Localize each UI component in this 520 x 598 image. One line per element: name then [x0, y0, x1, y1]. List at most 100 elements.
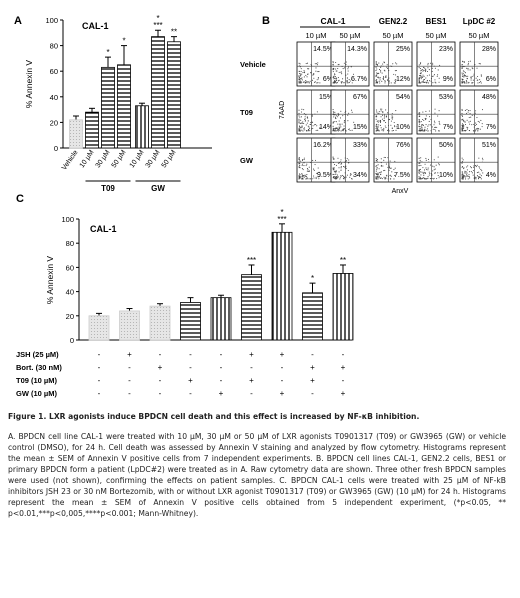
- event-dot: [393, 73, 395, 75]
- event-dot: [480, 175, 482, 177]
- event-dot: [342, 78, 344, 80]
- treatment-mark: -: [189, 363, 192, 372]
- category-label: 50 µM: [111, 149, 128, 169]
- event-dot: [462, 118, 464, 120]
- treatment-mark: +: [127, 350, 132, 359]
- event-dot: [335, 68, 337, 70]
- event-dot: [391, 65, 393, 68]
- event-dot: [298, 166, 300, 168]
- event-dot: [340, 82, 343, 84]
- event-dot: [470, 116, 472, 118]
- event-dot: [480, 119, 482, 121]
- event-dot: [462, 66, 464, 68]
- event-dot: [462, 127, 464, 129]
- event-dot: [418, 123, 421, 125]
- event-dot: [379, 79, 381, 81]
- event-dot: [332, 82, 334, 84]
- event-dot: [467, 75, 469, 77]
- event-dot: [300, 70, 302, 73]
- treatment-mark: -: [220, 363, 223, 372]
- event-dot: [301, 164, 303, 166]
- flow-plot: [296, 89, 336, 135]
- event-dot: [298, 62, 300, 64]
- event-dot: [480, 168, 482, 170]
- event-dot: [332, 173, 334, 175]
- event-dot: [479, 63, 481, 65]
- event-dot: [479, 128, 481, 130]
- event-dot: [421, 126, 423, 128]
- event-dot: [469, 120, 471, 122]
- lower-right-percent: 9%: [443, 76, 453, 83]
- event-dot: [474, 112, 476, 114]
- event-dot: [308, 82, 310, 84]
- event-dot: [317, 167, 319, 169]
- event-dot: [380, 110, 382, 112]
- event-dot: [434, 122, 436, 124]
- event-dot: [301, 176, 303, 178]
- event-dot: [378, 111, 380, 113]
- event-dot: [299, 129, 301, 131]
- event-dot: [345, 176, 347, 178]
- event-dot: [339, 162, 341, 164]
- event-dot: [393, 121, 395, 124]
- event-dot: [377, 112, 379, 114]
- event-dot: [298, 75, 300, 77]
- event-dot: [422, 124, 424, 127]
- event-dot: [305, 165, 307, 167]
- event-dot: [304, 129, 306, 131]
- event-dot: [333, 76, 335, 78]
- event-dot: [303, 109, 305, 111]
- event-dot: [420, 62, 422, 64]
- chart-title: CAL-1: [90, 224, 117, 234]
- event-dot: [337, 176, 339, 178]
- event-dot: [376, 68, 378, 70]
- event-dot: [384, 177, 386, 179]
- treatment-label: T09 (10 µM): [16, 376, 57, 385]
- event-dot: [420, 129, 422, 131]
- event-dot: [308, 128, 311, 130]
- significance-label: *: [311, 274, 314, 283]
- event-dot: [477, 128, 479, 130]
- upper-right-percent: 54%: [396, 94, 410, 101]
- event-dot: [302, 158, 304, 161]
- event-dot: [465, 82, 467, 84]
- event-dot: [380, 171, 382, 173]
- event-dot: [299, 167, 301, 169]
- event-dot: [346, 77, 348, 79]
- event-dot: [343, 122, 345, 124]
- event-dot: [312, 159, 314, 161]
- event-dot: [429, 178, 431, 180]
- significance-label: *: [156, 14, 159, 23]
- event-dot: [377, 73, 379, 75]
- event-dot: [332, 62, 334, 64]
- event-dot: [315, 123, 317, 126]
- event-dot: [466, 169, 468, 171]
- lower-right-percent: 6%: [486, 76, 496, 83]
- event-dot: [461, 130, 463, 132]
- event-dot: [306, 163, 308, 165]
- event-dot: [349, 176, 351, 178]
- event-dot: [394, 82, 396, 84]
- event-dot: [461, 82, 463, 84]
- event-dot: [390, 124, 392, 126]
- event-dot: [418, 80, 421, 82]
- event-dot: [340, 126, 342, 128]
- treatment-mark: -: [250, 389, 253, 398]
- event-dot: [391, 171, 393, 173]
- event-dot: [388, 82, 390, 84]
- event-dot: [463, 76, 465, 78]
- event-dot: [339, 123, 341, 125]
- event-dot: [430, 130, 432, 132]
- event-dot: [461, 78, 463, 80]
- event-dot: [302, 175, 304, 177]
- flow-plot: [416, 137, 456, 183]
- event-dot: [466, 166, 468, 168]
- event-dot: [377, 172, 379, 174]
- event-dot: [392, 63, 394, 65]
- event-dot: [375, 79, 377, 81]
- event-dot: [334, 73, 336, 76]
- event-dot: [466, 174, 468, 176]
- y-tick-label: 40: [66, 288, 74, 297]
- event-dot: [425, 124, 427, 126]
- event-dot: [307, 125, 309, 127]
